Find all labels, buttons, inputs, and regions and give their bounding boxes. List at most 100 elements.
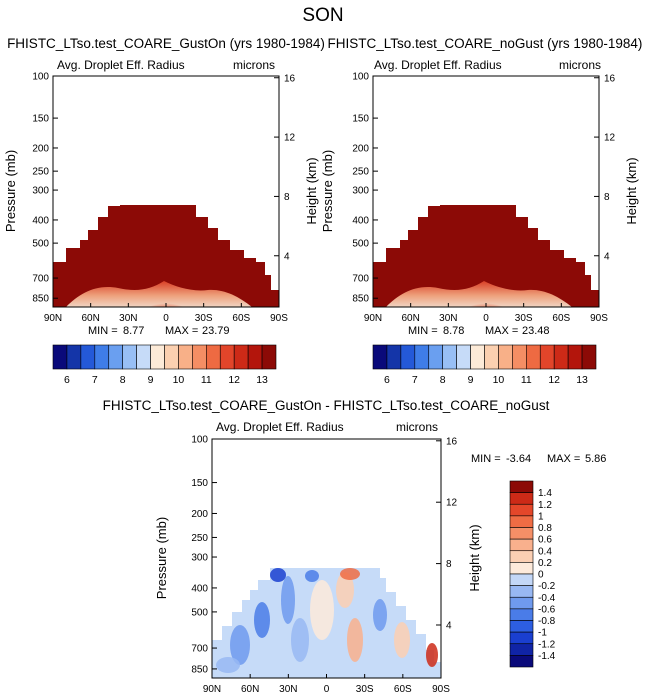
- colorbar-box: [247, 344, 263, 370]
- colorbar-box: [219, 344, 235, 370]
- colorbar-box: [178, 344, 193, 370]
- panel-title: FHISTC_LTso.test_COARE_GustOn - FHISTC_L…: [103, 398, 550, 413]
- colorbar-box: [192, 344, 207, 370]
- y-tick-label: 150: [32, 114, 49, 125]
- colorbar-label: 12: [228, 374, 240, 386]
- y-tick-label: 700: [352, 274, 369, 285]
- colorbar-box: [261, 344, 277, 370]
- colorbar-box: [400, 344, 416, 370]
- colorbar-box: [414, 344, 430, 370]
- y-axis-label-right: Height (km): [624, 157, 639, 224]
- x-tick-label: 90N: [203, 684, 221, 693]
- colorbar-box: [567, 344, 583, 370]
- x-tick-label: 90N: [44, 313, 62, 324]
- x-tick-label: 60S: [394, 684, 412, 693]
- y-right-tick-label: 16: [284, 73, 296, 84]
- x-tick-label: 30N: [439, 313, 457, 324]
- colorbar-box: [498, 344, 513, 370]
- max-value: 23.48: [522, 325, 550, 337]
- difference-blob: [291, 618, 309, 662]
- panel-difference: FHISTC_LTso.test_COARE_GustOn - FHISTC_L…: [103, 398, 606, 679]
- colorbar-box: [553, 344, 569, 370]
- y-tick-label: 100: [32, 72, 49, 83]
- colorbar-box: [509, 643, 534, 656]
- max-core: [138, 289, 194, 307]
- panel-title: FHISTC_LTso.test_COARE_noGust (yrs 1980-…: [328, 36, 643, 51]
- y-tick-label: 300: [32, 186, 49, 197]
- colorbar-box: [484, 344, 499, 370]
- y-right-tick-label: 16: [604, 73, 616, 84]
- colorbar-label: -0.6: [538, 604, 556, 615]
- generated-axes: 90N 60N 30N 0 30S 60S 90S100150200250300400500…: [32, 72, 615, 693]
- colorbar-box: [80, 344, 96, 370]
- y-axis-label-right: Height (km): [304, 157, 319, 224]
- y-tick-label: 500: [191, 607, 208, 618]
- colorbar-box: [442, 344, 457, 370]
- colorbar-label: 0.4: [538, 546, 552, 557]
- difference-blob: [373, 599, 387, 631]
- y-tick-label: 150: [352, 114, 369, 125]
- colorbar-box: [509, 492, 534, 505]
- colorbar-label: -1: [538, 628, 547, 639]
- y-tick-label: 300: [191, 553, 208, 564]
- difference-blob: [281, 576, 295, 624]
- variable-label: Avg. Droplet Eff. Radius: [216, 420, 344, 434]
- contour-field: [53, 205, 279, 307]
- colorbar-box: [206, 344, 221, 370]
- cloud-region: [53, 205, 279, 307]
- x-tick-label: 90S: [432, 684, 450, 693]
- colorbar-box: [456, 344, 471, 370]
- colorbar-box: [509, 596, 534, 610]
- y-tick-label: 500: [32, 239, 49, 250]
- colorbar-box: [372, 344, 388, 370]
- y-tick-label: 250: [352, 167, 369, 178]
- colorbar-box: [509, 550, 534, 563]
- colorbar-box: [150, 344, 165, 370]
- colorbar-label: 6: [64, 374, 70, 386]
- x-tick-label: 60N: [401, 313, 419, 324]
- colorbar-label: 9: [148, 374, 154, 386]
- colorbar-label: 1.4: [538, 488, 552, 499]
- colorbar-label: 8: [440, 374, 446, 386]
- variable-label: Avg. Droplet Eff. Radius: [57, 58, 185, 72]
- difference-blob: [270, 568, 286, 582]
- y-right-tick-label: 12: [446, 498, 458, 509]
- colorbar-box: [94, 344, 110, 370]
- colorbar-label: 8: [120, 374, 126, 386]
- y-tick-label: 400: [32, 215, 49, 226]
- panel-no-gust: FHISTC_LTso.test_COARE_noGust (yrs 1980-…: [320, 36, 642, 337]
- colorbar-label: 1.2: [538, 500, 552, 511]
- difference-blob: [230, 625, 250, 665]
- contour-field: [212, 568, 441, 678]
- colorbar-box: [509, 503, 534, 517]
- colorbar-box: [512, 344, 527, 370]
- max-label: MAX =: [547, 453, 580, 465]
- colorbar-label: 0.8: [538, 523, 552, 534]
- colorbar-label: -0.2: [538, 581, 556, 592]
- x-tick-label: 30N: [279, 684, 297, 693]
- difference-blob: [305, 570, 319, 582]
- y-tick-label: 200: [191, 509, 208, 520]
- y-tick-label: 400: [191, 583, 208, 594]
- x-tick-label: 60S: [232, 313, 250, 324]
- colorbar-box: [122, 344, 137, 370]
- y-right-tick-label: 8: [604, 192, 610, 203]
- variable-label: Avg. Droplet Eff. Radius: [374, 58, 502, 72]
- colorbar-label: 0: [538, 570, 544, 581]
- difference-blob: [336, 572, 354, 608]
- max-core: [458, 289, 514, 307]
- colorbar-label: 7: [412, 374, 418, 386]
- y-tick-label: 200: [32, 143, 49, 154]
- x-tick-label: 60N: [241, 684, 259, 693]
- y-right-tick-label: 8: [446, 559, 452, 570]
- colorbar-box: [509, 562, 534, 575]
- colorbar-label: 0.2: [538, 558, 552, 569]
- colorbar-box: [509, 608, 534, 621]
- colorbar-box: [66, 344, 82, 370]
- y-right-tick-label: 4: [604, 251, 610, 262]
- colorbar-box: [509, 655, 534, 668]
- y-tick-label: 850: [32, 294, 49, 305]
- difference-blobs: [216, 568, 438, 673]
- y-tick-label: 250: [191, 533, 208, 544]
